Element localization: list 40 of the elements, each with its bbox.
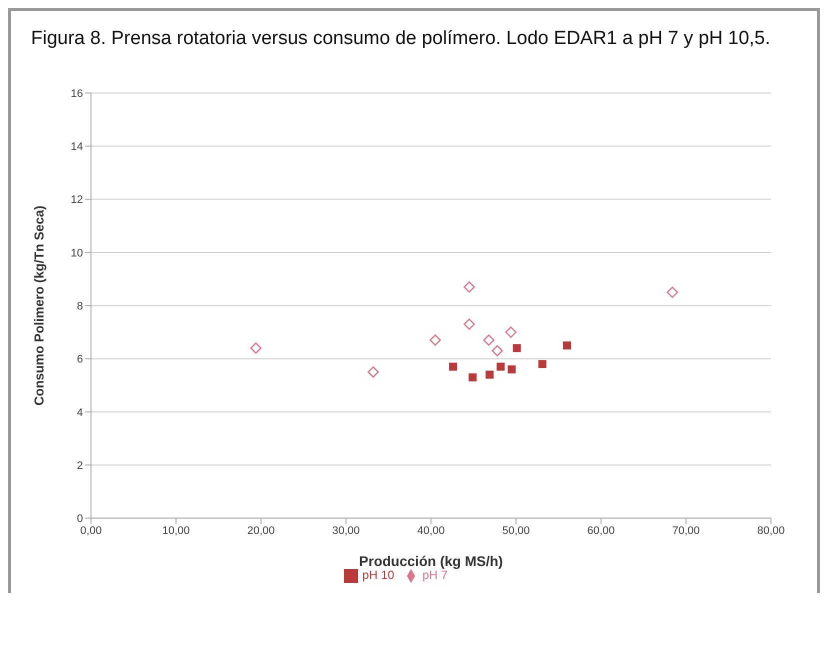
x-tick-label: 60,00 [587, 524, 615, 537]
x-axis-title: Producción (kg MS/h) [359, 553, 503, 570]
x-tick-label: 80,00 [757, 524, 785, 537]
y-tick-label: 8 [76, 300, 83, 312]
chart-title: Figura 8. Prensa rotatoria versus consumo de polímero. Lodo EDAR1 a pH 7 y pH 10,5. [30, 27, 772, 51]
point [505, 326, 517, 338]
point [468, 373, 477, 382]
y-tick-label: 10 [70, 247, 83, 260]
y-tick-label: 14 [70, 141, 83, 154]
x-tick-label: 30,00 [332, 524, 360, 537]
point [492, 345, 503, 356]
legend-label: pH 10 [362, 568, 394, 582]
point [430, 334, 441, 346]
x-tick-label: 20,00 [247, 524, 275, 537]
point [508, 365, 516, 374]
y-tick-label: 6 [76, 354, 83, 366]
point [496, 362, 505, 371]
y-tick-label: 2 [76, 460, 83, 472]
point [464, 281, 475, 293]
point [563, 341, 571, 350]
y-tick-label: 4 [76, 406, 83, 419]
y-tick-label: 16 [70, 88, 83, 100]
legend-label: pH 7 [422, 568, 448, 582]
y-tick-label: 12 [70, 194, 83, 206]
point [250, 342, 262, 354]
x-tick-label: 70,00 [672, 524, 700, 537]
point [449, 362, 458, 371]
x-tick-label: 0,00 [80, 524, 102, 537]
x-tick-label: 10,00 [162, 524, 190, 537]
x-tick-label: 50,00 [502, 524, 530, 537]
point [486, 370, 494, 379]
y-tick-label: 0 [76, 513, 83, 526]
x-tick-label: 40,00 [417, 524, 445, 537]
y-axis-title: Consumo Polimero (kg/Tn Seca) [32, 206, 47, 406]
point [483, 334, 494, 346]
point [368, 366, 379, 378]
point [666, 286, 678, 298]
point [538, 360, 546, 368]
point [512, 344, 521, 352]
point [464, 318, 475, 330]
